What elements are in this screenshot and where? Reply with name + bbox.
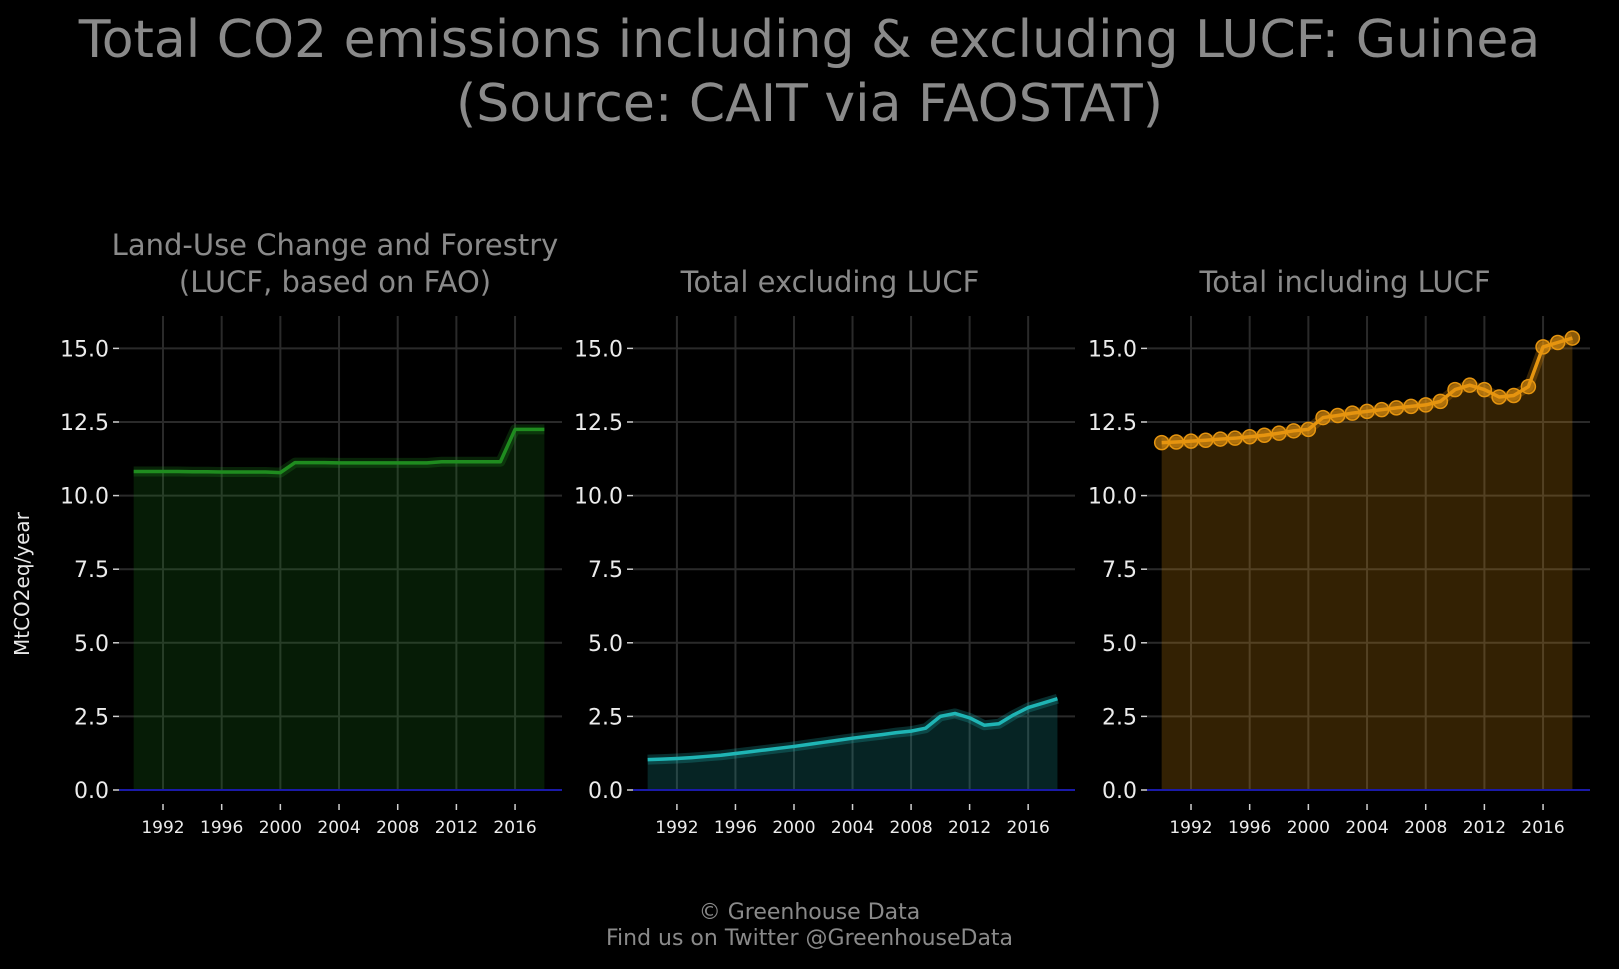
excl-xtick-label-0: 1992 — [655, 818, 698, 838]
incl-point-2015 — [1520, 378, 1537, 395]
panel-title-incl: Total including LUCF — [1115, 264, 1575, 301]
incl-xtick-label-6: 2016 — [1521, 818, 1564, 838]
excl-ytick-label-1: 2.5 — [588, 705, 623, 730]
excl-ytick-label-4: 10.0 — [574, 485, 623, 510]
excl-xtick-label-6: 2016 — [1007, 818, 1050, 838]
incl-point-1995 — [1227, 430, 1243, 446]
incl-point-1992 — [1183, 433, 1199, 449]
panel-title-excl: Total excluding LUCF — [600, 264, 1060, 301]
lucf-xtick-label-3: 2004 — [317, 818, 360, 838]
incl-point-1994 — [1212, 431, 1229, 447]
lucf-xtick-label-2: 2000 — [259, 818, 302, 838]
lucf-line — [133, 427, 545, 475]
panel-title-lucf-line1: Land-Use Change and Forestry — [111, 228, 559, 262]
lucf-ytick-label-4: 10.0 — [60, 485, 109, 510]
excl-line — [647, 697, 1058, 762]
lucf-ytick-label-5: 12.5 — [60, 411, 109, 436]
lucf-xtick-label-6: 2016 — [493, 818, 536, 838]
incl-point-1993 — [1197, 432, 1214, 448]
panel-title-lucf-line2: (LUCF, based on FAO) — [178, 265, 492, 299]
incl-point-1999 — [1285, 423, 1302, 439]
incl-ytick-label-0: 0.0 — [1102, 779, 1137, 804]
chart-title: Total CO2 emissions including & excludin… — [78, 10, 1541, 70]
incl-point-2010 — [1447, 381, 1463, 398]
incl-point-1996 — [1241, 428, 1258, 445]
incl-point-2007 — [1403, 398, 1419, 415]
incl-point-1990 — [1153, 434, 1170, 451]
incl-xtick-label-3: 2004 — [1345, 818, 1388, 838]
incl-point-1997 — [1256, 427, 1273, 443]
excl-xtick-label-3: 2004 — [831, 818, 874, 838]
incl-point-2011 — [1461, 377, 1478, 393]
lucf-xtick-label-0: 1992 — [141, 818, 184, 838]
incl-point-2017 — [1549, 334, 1566, 351]
lucf-ytick-label-1: 2.5 — [74, 705, 109, 730]
incl-ytick-label-3: 7.5 — [1102, 558, 1137, 583]
excl-ytick-label-6: 15.0 — [574, 337, 623, 362]
panel-title-incl-line1: Total including LUCF — [1199, 265, 1491, 299]
incl-point-2018 — [1564, 330, 1581, 346]
excl-xtick-label-5: 2012 — [948, 818, 991, 838]
lucf-ytick-label-0: 0.0 — [74, 779, 109, 804]
incl-ytick-label-4: 10.0 — [1088, 485, 1137, 510]
lucf-area — [133, 429, 545, 790]
lucf-xtick-label-4: 2008 — [376, 818, 419, 838]
incl-point-2005 — [1373, 401, 1390, 418]
excl-xtick-label-1: 1996 — [714, 818, 757, 838]
excl-ytick-label-0: 0.0 — [588, 779, 623, 804]
lucf-ytick-label-2: 5.0 — [74, 632, 109, 657]
incl-xtick-label-0: 1992 — [1169, 818, 1212, 838]
excl-area — [647, 698, 1058, 790]
incl-ytick-label-5: 12.5 — [1088, 411, 1137, 436]
excl-xtick-label-2: 2000 — [772, 818, 815, 838]
incl-area — [1161, 338, 1573, 790]
incl-point-2016 — [1535, 339, 1551, 355]
incl-ytick-label-6: 15.0 — [1088, 337, 1137, 362]
incl-point-2006 — [1388, 400, 1405, 416]
panel-title-excl-line1: Total excluding LUCF — [680, 265, 980, 299]
lucf-ytick-label-6: 15.0 — [60, 337, 109, 362]
excl-ytick-label-5: 12.5 — [574, 411, 623, 436]
incl-point-1991 — [1168, 434, 1185, 450]
footer-copyright: © Greenhouse Data — [698, 900, 921, 925]
incl-point-2012 — [1476, 381, 1493, 398]
lucf-ytick-label-3: 7.5 — [74, 558, 109, 583]
excl-ytick-label-2: 5.0 — [588, 632, 623, 657]
incl-point-2014 — [1505, 387, 1522, 404]
incl-xtick-label-5: 2012 — [1463, 818, 1506, 838]
lucf-xtick-label-5: 2012 — [435, 818, 478, 838]
incl-point-2001 — [1315, 409, 1331, 426]
incl-point-2008 — [1417, 397, 1434, 413]
footer-twitter: Find us on Twitter @GreenhouseData — [605, 926, 1014, 951]
incl-xtick-label-2: 2000 — [1287, 818, 1330, 838]
panel-title-lucf: Land-Use Change and Forestry (LUCF, base… — [90, 227, 580, 301]
incl-point-2000 — [1300, 421, 1317, 438]
incl-point-2004 — [1359, 403, 1375, 420]
incl-ytick-label-1: 2.5 — [1102, 705, 1137, 730]
incl-point-1998 — [1271, 425, 1287, 441]
incl-xtick-label-4: 2008 — [1404, 818, 1447, 838]
excl-ytick-label-3: 7.5 — [588, 558, 623, 583]
incl-point-2002 — [1329, 407, 1346, 424]
lucf-xtick-label-1: 1996 — [200, 818, 243, 838]
incl-point-2003 — [1344, 405, 1361, 421]
excl-xtick-label-4: 2008 — [889, 818, 932, 838]
incl-xtick-label-1: 1996 — [1228, 818, 1271, 838]
incl-point-2009 — [1432, 393, 1449, 410]
incl-ytick-label-2: 5.0 — [1102, 632, 1137, 657]
chart-subtitle: (Source: CAIT via FAOSTAT) — [455, 74, 1164, 134]
incl-point-2013 — [1491, 389, 1507, 405]
